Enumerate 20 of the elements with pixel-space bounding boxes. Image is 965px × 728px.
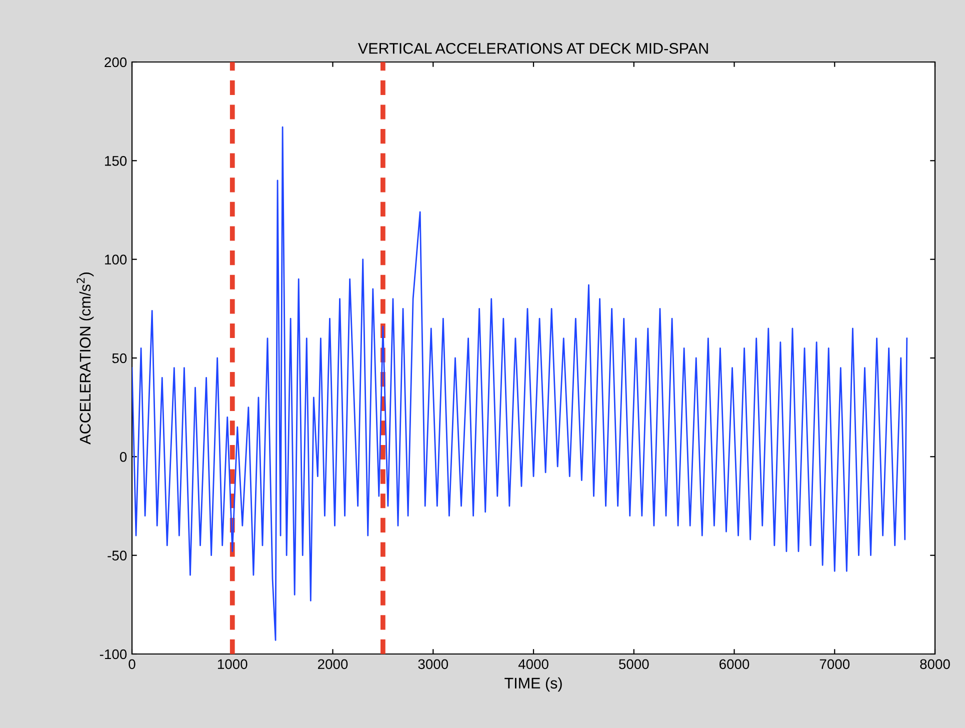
y-tick-label: -50 xyxy=(108,550,127,561)
chart-title: VERTICAL ACCELERATIONS AT DECK MID-SPAN xyxy=(358,43,708,54)
y-tick-label: 50 xyxy=(112,353,127,364)
y-tick-label: 150 xyxy=(105,156,127,166)
x-tick-label: 5000 xyxy=(618,659,649,670)
x-axis-title: TIME (s) xyxy=(504,677,562,692)
x-tick-label: 0 xyxy=(128,659,136,670)
x-tick-label: 1000 xyxy=(218,659,248,670)
y-tick-label: 200 xyxy=(104,57,127,68)
y-axis-title: ACCELERATION (cm/s$^{2}$) xyxy=(76,272,94,444)
x-tick-label: 3000 xyxy=(418,659,448,670)
y-tick-label: -100 xyxy=(100,649,127,660)
x-tick-label: 7000 xyxy=(820,659,850,670)
x-tick-label: 6000 xyxy=(720,659,750,670)
line-series xyxy=(132,126,908,641)
x-tick-label: 8000 xyxy=(920,659,950,670)
y-tick-label: 0 xyxy=(120,452,127,462)
x-tick-label: 4000 xyxy=(518,659,548,670)
x-tick-label: 2000 xyxy=(318,659,348,670)
y-tick-label: 100 xyxy=(105,254,127,265)
